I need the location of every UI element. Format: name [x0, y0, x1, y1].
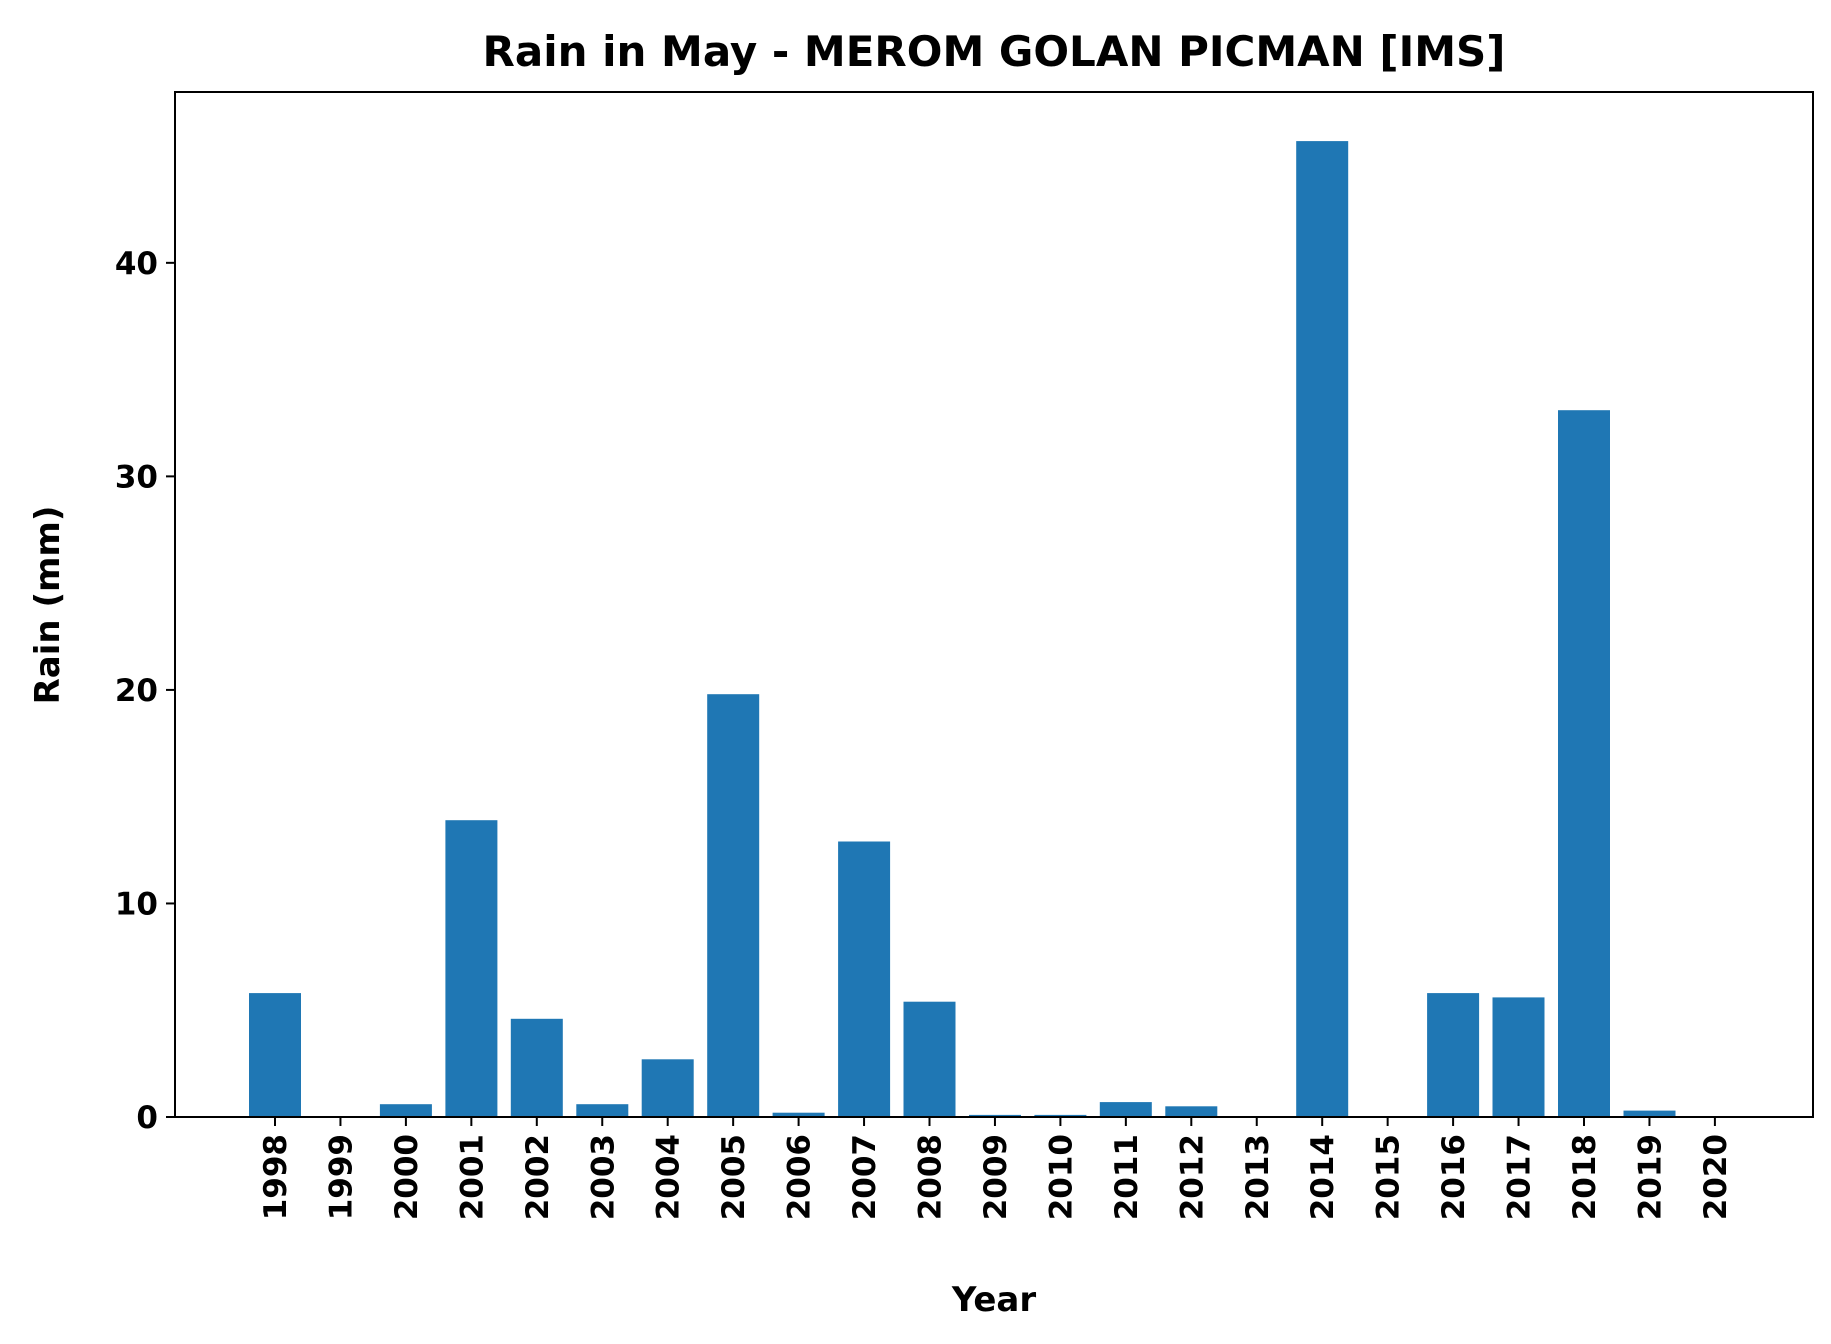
y-tick-label: 30 [115, 459, 158, 495]
x-tick-label: 2012 [1174, 1134, 1210, 1220]
bar-2016 [1427, 993, 1480, 1117]
x-tick-label: 2020 [1698, 1134, 1734, 1220]
bar-2005 [707, 694, 760, 1117]
x-tick-label: 2001 [454, 1134, 490, 1220]
x-axis-ticks: 1998 1999 2000 2001 2002 2003 2004 2005 2006 2007… [258, 1117, 1734, 1220]
bar-2000 [379, 1104, 432, 1117]
x-tick-label: 2003 [585, 1134, 621, 1220]
y-tick-label: 10 [115, 886, 158, 922]
x-tick-label: 2000 [389, 1134, 425, 1220]
x-tick-label: 1999 [323, 1134, 359, 1220]
bar-2007 [838, 841, 891, 1117]
x-tick-label: 2018 [1567, 1134, 1603, 1220]
bar-2008 [903, 1001, 956, 1117]
x-tick-label: 2011 [1109, 1134, 1145, 1220]
bar-1998 [249, 993, 301, 1117]
x-tick-label: 2004 [651, 1134, 687, 1220]
y-axis-label: Rain (mm) [28, 506, 68, 705]
y-tick-label: 0 [136, 1100, 158, 1136]
x-tick-label: 1998 [258, 1134, 294, 1220]
bar-2001 [445, 820, 498, 1117]
bar-2017 [1492, 997, 1545, 1117]
x-tick-label: 2015 [1371, 1134, 1407, 1220]
x-tick-label: 2007 [847, 1134, 883, 1220]
bar-2003 [576, 1104, 629, 1117]
x-tick-label: 2005 [716, 1134, 752, 1220]
y-axis-ticks: 0 10 20 30 40 [115, 246, 175, 1136]
bar-2010 [1034, 1114, 1087, 1117]
bar-2014 [1296, 141, 1349, 1118]
x-tick-label: 2002 [520, 1134, 556, 1220]
x-tick-label: 2017 [1502, 1134, 1538, 1220]
bar-2006 [772, 1112, 825, 1117]
bar-2011 [1099, 1102, 1152, 1117]
x-tick-label: 2010 [1043, 1134, 1079, 1220]
bar-2004 [641, 1059, 694, 1117]
y-tick-label: 20 [115, 673, 158, 709]
bars-group [249, 141, 1676, 1118]
bar-2002 [510, 1018, 563, 1117]
x-tick-label: 2009 [978, 1134, 1014, 1220]
plot-frame [174, 91, 1814, 1118]
bar-2018 [1558, 410, 1610, 1117]
x-tick-label: 2008 [913, 1134, 949, 1220]
x-tick-label: 2013 [1240, 1134, 1276, 1220]
x-axis-label: Year [951, 1280, 1037, 1320]
bar-2009 [969, 1114, 1021, 1117]
chart-title: Rain in May - MEROM GOLAN PICMAN [IMS] [483, 27, 1506, 76]
bar-2019 [1623, 1110, 1676, 1117]
x-tick-label: 2016 [1436, 1134, 1472, 1220]
x-tick-label: 2006 [782, 1134, 818, 1220]
y-tick-label: 40 [115, 246, 158, 282]
x-tick-label: 2014 [1305, 1134, 1341, 1220]
bar-2012 [1165, 1106, 1218, 1117]
x-tick-label: 2019 [1632, 1134, 1668, 1220]
